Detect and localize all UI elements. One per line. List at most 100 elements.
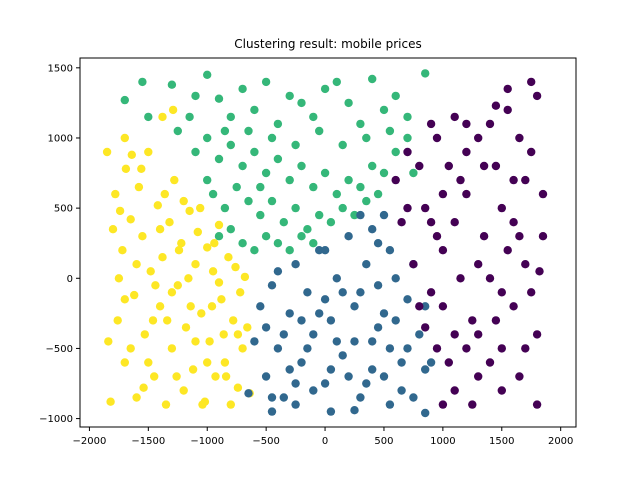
scatter-point [238, 84, 247, 94]
scatter-point [385, 344, 395, 353]
scatter-point [438, 302, 448, 311]
scatter-point [356, 210, 365, 220]
scatter-point [397, 358, 406, 367]
scatter-point [291, 260, 300, 269]
scatter-point [373, 189, 383, 199]
scatter-point [479, 161, 489, 171]
scatter-point [532, 330, 542, 339]
scatter-point [148, 316, 158, 325]
scatter-point [426, 119, 436, 129]
scatter-point [146, 267, 155, 276]
scatter-point [309, 330, 318, 339]
scatter-point [474, 133, 483, 143]
scatter-point [120, 95, 129, 105]
scatter-point [238, 161, 247, 171]
scatter-point [338, 140, 347, 150]
scatter-point [338, 351, 347, 360]
scatter-point [303, 288, 312, 297]
scatter-point [144, 358, 153, 367]
scatter-point [368, 225, 377, 234]
scatter-point [421, 203, 430, 213]
scatter-point [155, 302, 165, 311]
scatter-point [243, 323, 252, 332]
scatter-point [231, 262, 240, 272]
scatter-point [344, 175, 353, 185]
scatter-point [267, 393, 277, 402]
scatter-point [244, 126, 253, 136]
scatter-point [356, 119, 365, 129]
scatter-point [106, 397, 115, 406]
scatter-point [132, 260, 141, 269]
scatter-point [273, 267, 283, 276]
scatter-point [226, 140, 235, 150]
scatter-point [350, 210, 359, 220]
scatter-point [203, 133, 212, 143]
scatter-point [309, 386, 318, 395]
scatter-point [191, 147, 200, 157]
scatter-point [527, 147, 536, 157]
scatter-point [279, 393, 288, 402]
scatter-point [163, 316, 172, 325]
scatter-point [527, 288, 536, 297]
scatter-point [350, 406, 359, 415]
scatter-point [221, 372, 231, 381]
scatter-point [238, 344, 247, 353]
scatter-point [503, 84, 512, 94]
chart-title: Clustering result: mobile prices [234, 37, 421, 51]
scatter-point [426, 358, 436, 367]
scatter-point [167, 288, 177, 297]
scatter-point [203, 243, 212, 252]
scatter-point [185, 112, 194, 122]
scatter-point [191, 91, 200, 101]
y-axis: −1000 −500 0 500 1000 1500 [39, 63, 80, 425]
scatter-point [373, 281, 383, 290]
scatter-point [111, 189, 120, 199]
scatter-point [362, 260, 371, 269]
scatter-point [497, 344, 506, 353]
x-tick-label: 1500 [489, 436, 514, 447]
x-tick-label: −500 [252, 436, 279, 447]
x-tick-label: 500 [374, 436, 393, 447]
x-tick-label: 0 [322, 436, 328, 447]
scatter-point [491, 316, 501, 325]
scatter-point [309, 239, 318, 248]
scatter-point [497, 288, 506, 297]
scatter-point [267, 133, 277, 143]
scatter-point [320, 84, 330, 94]
scatter-point [315, 246, 324, 255]
y-tick-label: 1000 [48, 133, 73, 144]
scatter-point [285, 246, 294, 255]
scatter-point [426, 288, 436, 297]
scatter-point [238, 239, 247, 248]
points-layer [102, 69, 548, 418]
scatter-point [233, 383, 243, 392]
scatter-point [174, 246, 184, 255]
scatter-point [456, 274, 465, 283]
scatter-point [521, 175, 530, 185]
scatter-point [140, 330, 149, 339]
scatter-point [256, 182, 265, 192]
scatter-point [320, 168, 330, 178]
scatter-point [503, 246, 512, 255]
scatter-point [432, 344, 442, 353]
scatter-point [403, 295, 412, 304]
scatter-point [362, 196, 371, 206]
scatter-point [450, 218, 459, 227]
scatter-point [297, 161, 306, 171]
scatter-point [226, 112, 235, 122]
scatter-point [409, 393, 418, 402]
scatter-point [315, 309, 324, 318]
scatter-point [173, 126, 182, 136]
scatter-point [244, 196, 253, 206]
scatter-point [285, 365, 294, 374]
scatter-point [261, 323, 271, 332]
scatter-point [521, 260, 530, 269]
scatter-point [291, 203, 300, 213]
scatter-point [468, 400, 477, 409]
scatter-point [291, 140, 300, 150]
scatter-point [344, 232, 353, 241]
scatter-point [132, 393, 141, 402]
scatter-point [120, 133, 129, 143]
scatter-point [193, 227, 202, 237]
scatter-point [515, 232, 524, 241]
